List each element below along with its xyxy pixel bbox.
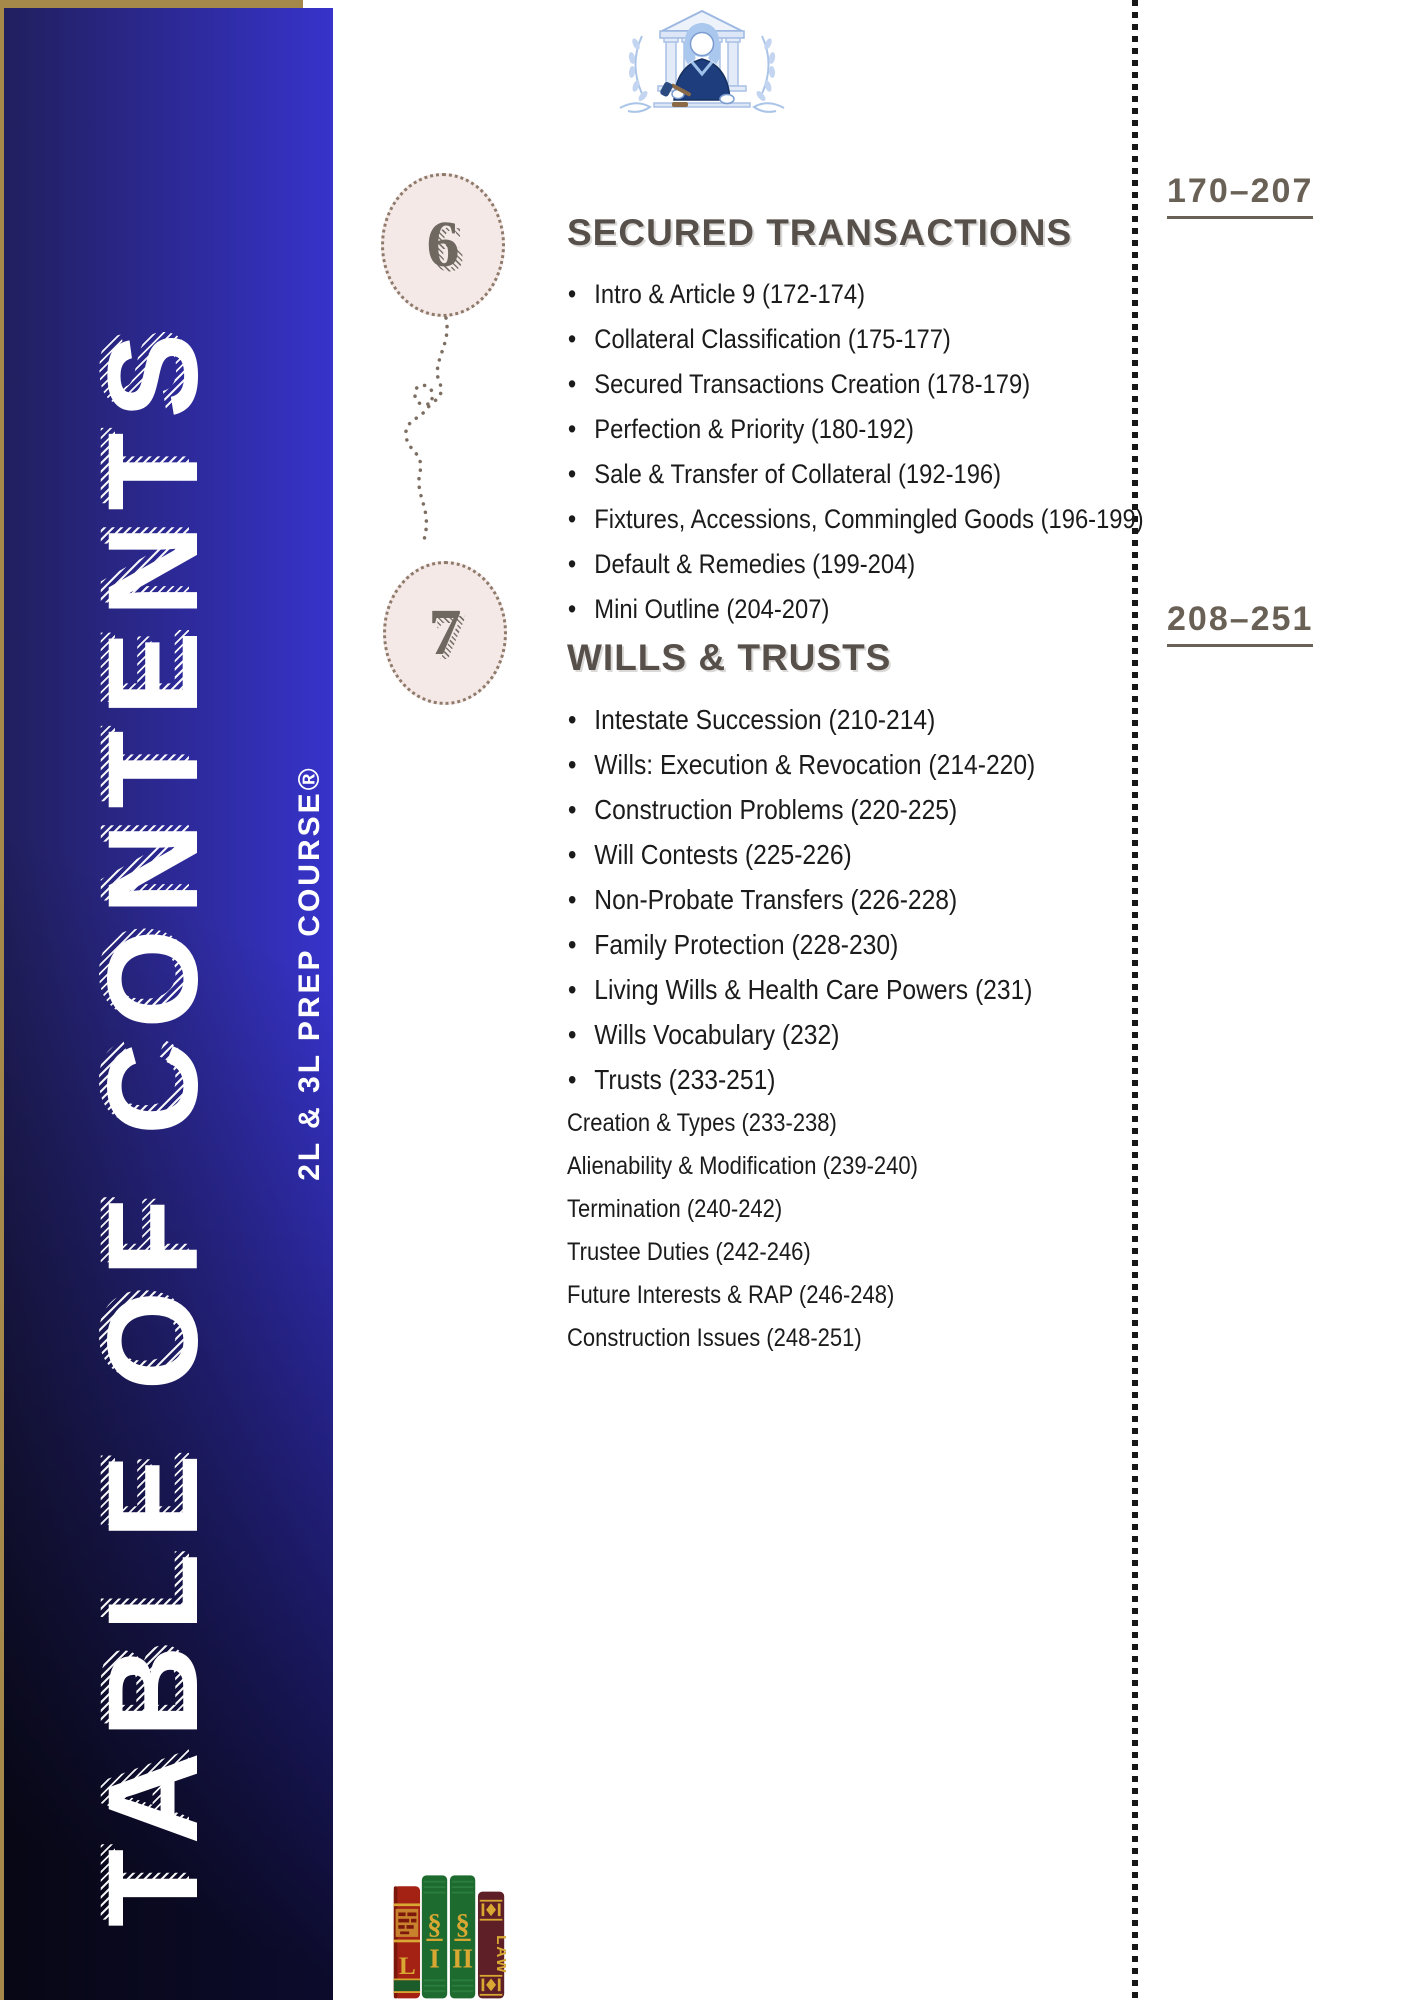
svg-text:II: II (452, 1944, 473, 1974)
bullet-icon: • (567, 504, 577, 535)
book-green-1: § I (421, 1875, 448, 1999)
bullet-icon: • (567, 884, 577, 916)
laurel-left-icon (628, 35, 648, 101)
book-red-L: L (393, 1886, 421, 1999)
bullet-icon: • (567, 594, 577, 625)
toc-list: • Intro & Article 9 (172-174) • Collateral … (567, 281, 1222, 623)
toc-list: • Intestate Succession (210-214) • Wills: E… (567, 706, 1099, 1094)
badge-number-hatch: 6 (389, 181, 507, 319)
toc-item: • Default & Remedies (199-204) (567, 549, 916, 580)
toc-item: • Collateral Classification (175-177) (567, 324, 951, 355)
flourish-left-icon (619, 102, 652, 113)
toc-item: • Wills: Execution & Revocation (214-220) (567, 749, 1036, 781)
sidebar: TABLE OF CONTENTS TABLE OF CONTENTS 2L &… (4, 8, 333, 2000)
bullet-icon: • (567, 279, 577, 310)
badge-number: 7 (428, 596, 462, 669)
book-green-2: § II (449, 1875, 476, 1999)
law-books-icon: L § I § II (393, 1875, 506, 1999)
toc-sub-item: Alienability & Modification (239-240) (567, 1152, 918, 1181)
page-range-link-7[interactable]: 208–251 (1167, 600, 1314, 647)
laurel-right-icon (756, 35, 776, 101)
section-number-badge-6: 6 6 (381, 173, 505, 317)
toc-sub-item: Termination (240-242) (567, 1195, 783, 1224)
svg-text:L: L (399, 1952, 416, 1980)
section-title: WILLS & TRUSTS (567, 636, 892, 678)
book-maroon-law: LAW (477, 1891, 506, 1999)
toc-item: • Sale & Transfer of Collateral (192-196) (567, 459, 1002, 490)
toc-sub-list: Creation & Types (233-238) Alienability &… (567, 1111, 1099, 1351)
toc-item: • Living Wills & Health Care Powers (231) (567, 974, 1033, 1006)
bullet-icon: • (567, 414, 577, 445)
sidebar-vertical-subtitle: 2L & 3L PREP COURSE® (293, 765, 326, 1181)
section-wills-trusts: WILLS & TRUSTS • Intestate Succession (21… (567, 608, 1099, 1369)
svg-text:§: § (427, 1908, 441, 1940)
toc-sub-item: Construction Issues (248-251) (567, 1324, 862, 1353)
sidebar-vertical-title: TABLE OF CONTENTS TABLE OF CONTENTS (69, 293, 239, 1953)
judge-icon (660, 23, 735, 107)
toc-sub-item: Trustee Duties (242-246) (567, 1238, 811, 1267)
svg-text:LAW: LAW (493, 1935, 506, 1975)
sidebar-title-hatch-shadow: TABLE OF CONTENTS (61, 287, 231, 1947)
badge-number-hatch: 7 (391, 569, 509, 707)
section-secured-transactions: SECURED TRANSACTIONS • Intro & Article 9 … (567, 183, 1222, 641)
svg-text:I: I (429, 1944, 440, 1974)
bullet-icon: • (567, 839, 577, 871)
toc-sub-item: Future Interests & RAP (246-248) (567, 1281, 895, 1310)
svg-text:§: § (455, 1908, 469, 1940)
dotted-divider-line (1132, 0, 1138, 2000)
bullet-icon: • (567, 1019, 577, 1051)
bullet-icon: • (567, 794, 577, 826)
bullet-icon: • (567, 929, 577, 961)
bullet-icon: • (567, 459, 577, 490)
page-range-link-6[interactable]: 170–207 (1167, 172, 1314, 219)
section-number-badge-7: 7 7 (383, 561, 507, 705)
bullet-icon: • (567, 704, 577, 736)
bullet-icon: • (567, 749, 577, 781)
flourish-right-icon (752, 102, 785, 113)
toc-sub-item: Creation & Types (233-238) (567, 1109, 837, 1138)
toc-item: • Intestate Succession (210-214) (567, 704, 936, 736)
bullet-icon: • (567, 1064, 577, 1096)
toc-item: • Wills Vocabulary (232) (567, 1019, 840, 1051)
toc-item: • Will Contests (225-226) (567, 839, 852, 871)
toc-item: • Fixtures, Accessions, Commingled Goods … (567, 504, 1144, 535)
bullet-icon: • (567, 369, 577, 400)
bullet-icon: • (567, 549, 577, 580)
toc-item: • Perfection & Priority (180-192) (567, 414, 914, 445)
section-title: SECURED TRANSACTIONS (567, 211, 1073, 253)
toc-item: • Trusts (233-251) (567, 1064, 776, 1096)
toc-item: • Construction Problems (220-225) (567, 794, 958, 826)
dotted-squiggle-icon (404, 316, 449, 542)
toc-item: • Non-Probate Transfers (226-228) (567, 884, 958, 916)
gavel-icon (660, 81, 691, 107)
badge-number: 6 (426, 208, 460, 281)
bullet-icon: • (567, 324, 577, 355)
judge-courthouse-logo-icon (619, 9, 785, 113)
bullet-icon: • (567, 974, 577, 1006)
toc-item: • Secured Transactions Creation (178-179) (567, 369, 1031, 400)
sidebar-title-text: TABLE OF CONTENTS (82, 319, 225, 1927)
toc-item: • Intro & Article 9 (172-174) (567, 279, 866, 310)
toc-item: • Family Protection (228-230) (567, 929, 899, 961)
toc-item: • Mini Outline (204-207) (567, 594, 830, 625)
